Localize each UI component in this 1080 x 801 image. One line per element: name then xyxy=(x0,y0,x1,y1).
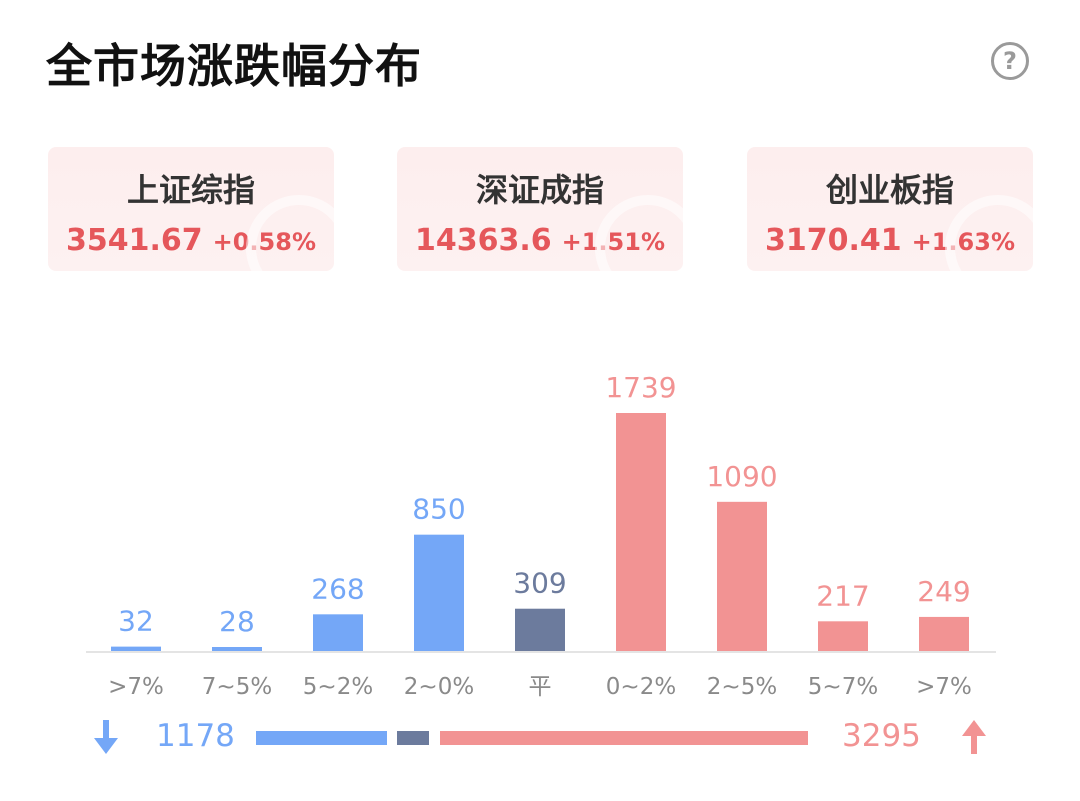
index-value: 14363.6 xyxy=(414,223,552,258)
card-decoration xyxy=(246,195,334,271)
distribution-chart: 32 >7% 28 7~5% 268 5~2% 850 2~0% 309 平 1739 0~2% 109… xyxy=(86,371,996,700)
data-label-3: 850 xyxy=(412,493,465,526)
up-total: 3295 xyxy=(842,718,921,754)
index-card-cyb[interactable]: 创业板指 3170.41 +1.63% xyxy=(747,147,1033,271)
card-decoration xyxy=(945,195,1033,271)
x-tick-label-5: 0~2% xyxy=(606,674,676,700)
down-ratio-bar xyxy=(256,731,387,745)
up-ratio-bar xyxy=(440,731,808,745)
data-label-1: 28 xyxy=(219,605,255,638)
question-circle-icon: ? xyxy=(1003,47,1017,75)
data-label-6: 1090 xyxy=(706,460,777,493)
index-card-sz[interactable]: 深证成指 14363.6 +1.51% xyxy=(397,147,683,271)
bar-5[interactable] xyxy=(616,413,666,651)
x-tick-label-4: 平 xyxy=(529,674,552,700)
bar-4[interactable] xyxy=(515,608,565,651)
bar-7[interactable] xyxy=(818,621,868,651)
data-label-8: 249 xyxy=(917,575,970,608)
index-name: 深证成指 xyxy=(475,171,604,209)
page-title: 全市场涨跌幅分布 xyxy=(46,39,422,93)
data-label-2: 268 xyxy=(311,572,364,605)
bar-3[interactable] xyxy=(414,534,464,651)
flat-ratio-bar xyxy=(397,731,429,745)
arrow-down-icon xyxy=(94,720,118,754)
help-button[interactable]: ? xyxy=(991,42,1029,80)
x-tick-label-7: 5~7% xyxy=(808,674,878,700)
index-name: 创业板指 xyxy=(825,171,954,209)
card-decoration xyxy=(595,195,683,271)
bar-0[interactable] xyxy=(111,646,161,651)
x-tick-label-3: 2~0% xyxy=(404,674,474,700)
down-total: 1178 xyxy=(156,718,235,754)
arrow-up-icon xyxy=(962,720,986,754)
data-label-0: 32 xyxy=(118,605,154,638)
index-name: 上证综指 xyxy=(126,171,255,209)
x-tick-label-0: >7% xyxy=(108,674,164,700)
x-tick-label-1: 7~5% xyxy=(202,674,272,700)
data-label-7: 217 xyxy=(816,579,869,612)
data-label-5: 1739 xyxy=(605,371,676,404)
index-card-sh[interactable]: 上证综指 3541.67 +0.58% xyxy=(48,147,334,271)
bar-1[interactable] xyxy=(212,647,262,651)
bar-2[interactable] xyxy=(313,614,363,651)
x-tick-label-8: >7% xyxy=(916,674,972,700)
index-value: 3170.41 xyxy=(764,223,902,258)
x-tick-label-6: 2~5% xyxy=(707,674,777,700)
data-label-4: 309 xyxy=(513,567,566,600)
x-tick-label-2: 5~2% xyxy=(303,674,373,700)
bar-8[interactable] xyxy=(919,616,969,651)
bar-6[interactable] xyxy=(717,501,767,651)
index-value: 3541.67 xyxy=(65,223,203,258)
